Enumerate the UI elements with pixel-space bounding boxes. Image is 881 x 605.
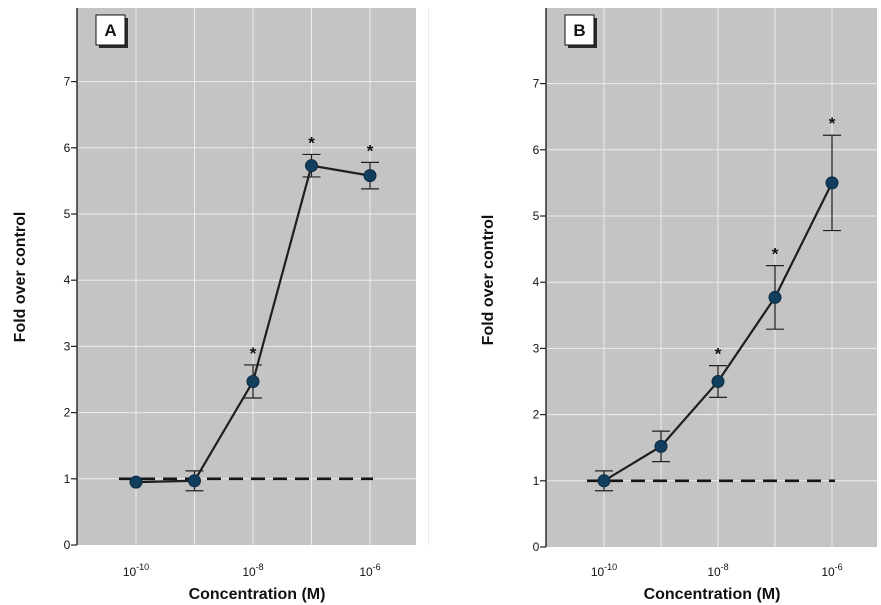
panel-b-x-axis-title: Concentration (M) bbox=[644, 586, 781, 603]
panel-a-y-tick-label: 3 bbox=[64, 339, 71, 353]
panel-b-significance-marker: * bbox=[772, 245, 779, 264]
panel-b-label: B bbox=[573, 21, 585, 40]
panel-b-data-point bbox=[654, 439, 668, 453]
panel-a-data-point bbox=[305, 159, 318, 173]
panel-a-data-point bbox=[129, 475, 143, 489]
panel-a-y-tick-label: 1 bbox=[64, 472, 71, 486]
panel-b-x-tick-label: 10-10 bbox=[591, 562, 617, 579]
panel-b-y-tick-label: 0 bbox=[533, 540, 540, 554]
panel-b-data-point bbox=[597, 474, 611, 488]
panel-b-y-tick-label: 7 bbox=[533, 77, 540, 91]
panel-a-y-tick-label: 5 bbox=[64, 207, 71, 221]
panel-b-y-tick-label: 5 bbox=[533, 209, 540, 223]
panel-a-data-point bbox=[363, 169, 377, 183]
panel-a-y-tick-label: 7 bbox=[64, 75, 71, 89]
panel-a-y-tick-label: 0 bbox=[64, 538, 71, 552]
panel-b: 0 1 2 3 4 5 6 7 10-10 10-8 10-6 Concentration (M) Fo… bbox=[480, 8, 877, 603]
panel-b-significance-marker: * bbox=[829, 114, 836, 133]
panel-b-data-point bbox=[711, 375, 725, 388]
panel-a-x-tick-label: 10-8 bbox=[242, 562, 263, 579]
panel-b-y-tick-label: 6 bbox=[533, 143, 540, 157]
panel-b-x-tick-label: 10-8 bbox=[707, 562, 728, 579]
panel-a-significance-marker: * bbox=[367, 141, 374, 160]
panel-b-data-point bbox=[768, 290, 782, 304]
panel-a-y-tick-label: 2 bbox=[64, 406, 71, 420]
panel-a: 0 1 2 3 4 5 6 7 10-10 10-8 10-6 Concentration (M) Fo… bbox=[12, 8, 429, 603]
panel-b-data-point bbox=[825, 176, 839, 190]
panel-a-y-tick-label: 6 bbox=[64, 141, 71, 155]
panel-a-y-axis-title: Fold over control bbox=[12, 212, 29, 343]
panel-a-y-tick-label: 4 bbox=[64, 273, 71, 287]
panel-a-data-point bbox=[188, 474, 201, 488]
panel-b-y-axis-title: Fold over control bbox=[480, 215, 497, 346]
panel-b-y-tick-label: 4 bbox=[533, 275, 540, 289]
panel-a-label: A bbox=[104, 21, 116, 40]
panel-b-y-tick-label: 1 bbox=[533, 474, 540, 488]
panel-a-label-box bbox=[95, 14, 126, 46]
panel-a-x-tick-label: 10-6 bbox=[359, 562, 380, 579]
panel-b-plot-area bbox=[546, 8, 877, 547]
panel-b-label-box bbox=[564, 14, 595, 46]
panel-a-data-point bbox=[246, 374, 260, 388]
panel-a-significance-marker: * bbox=[250, 344, 257, 363]
panel-a-x-tick-label: 10-10 bbox=[123, 562, 149, 579]
panel-b-y-tick-label: 2 bbox=[533, 408, 540, 422]
panel-b-y-tick-label: 3 bbox=[533, 341, 540, 355]
panel-a-plot-area bbox=[77, 8, 416, 545]
panel-b-x-tick-label: 10-6 bbox=[821, 562, 842, 579]
panel-a-x-axis-title: Concentration (M) bbox=[189, 586, 326, 603]
panel-b-significance-marker: * bbox=[715, 345, 722, 364]
panel-a-significance-marker: * bbox=[308, 133, 315, 152]
